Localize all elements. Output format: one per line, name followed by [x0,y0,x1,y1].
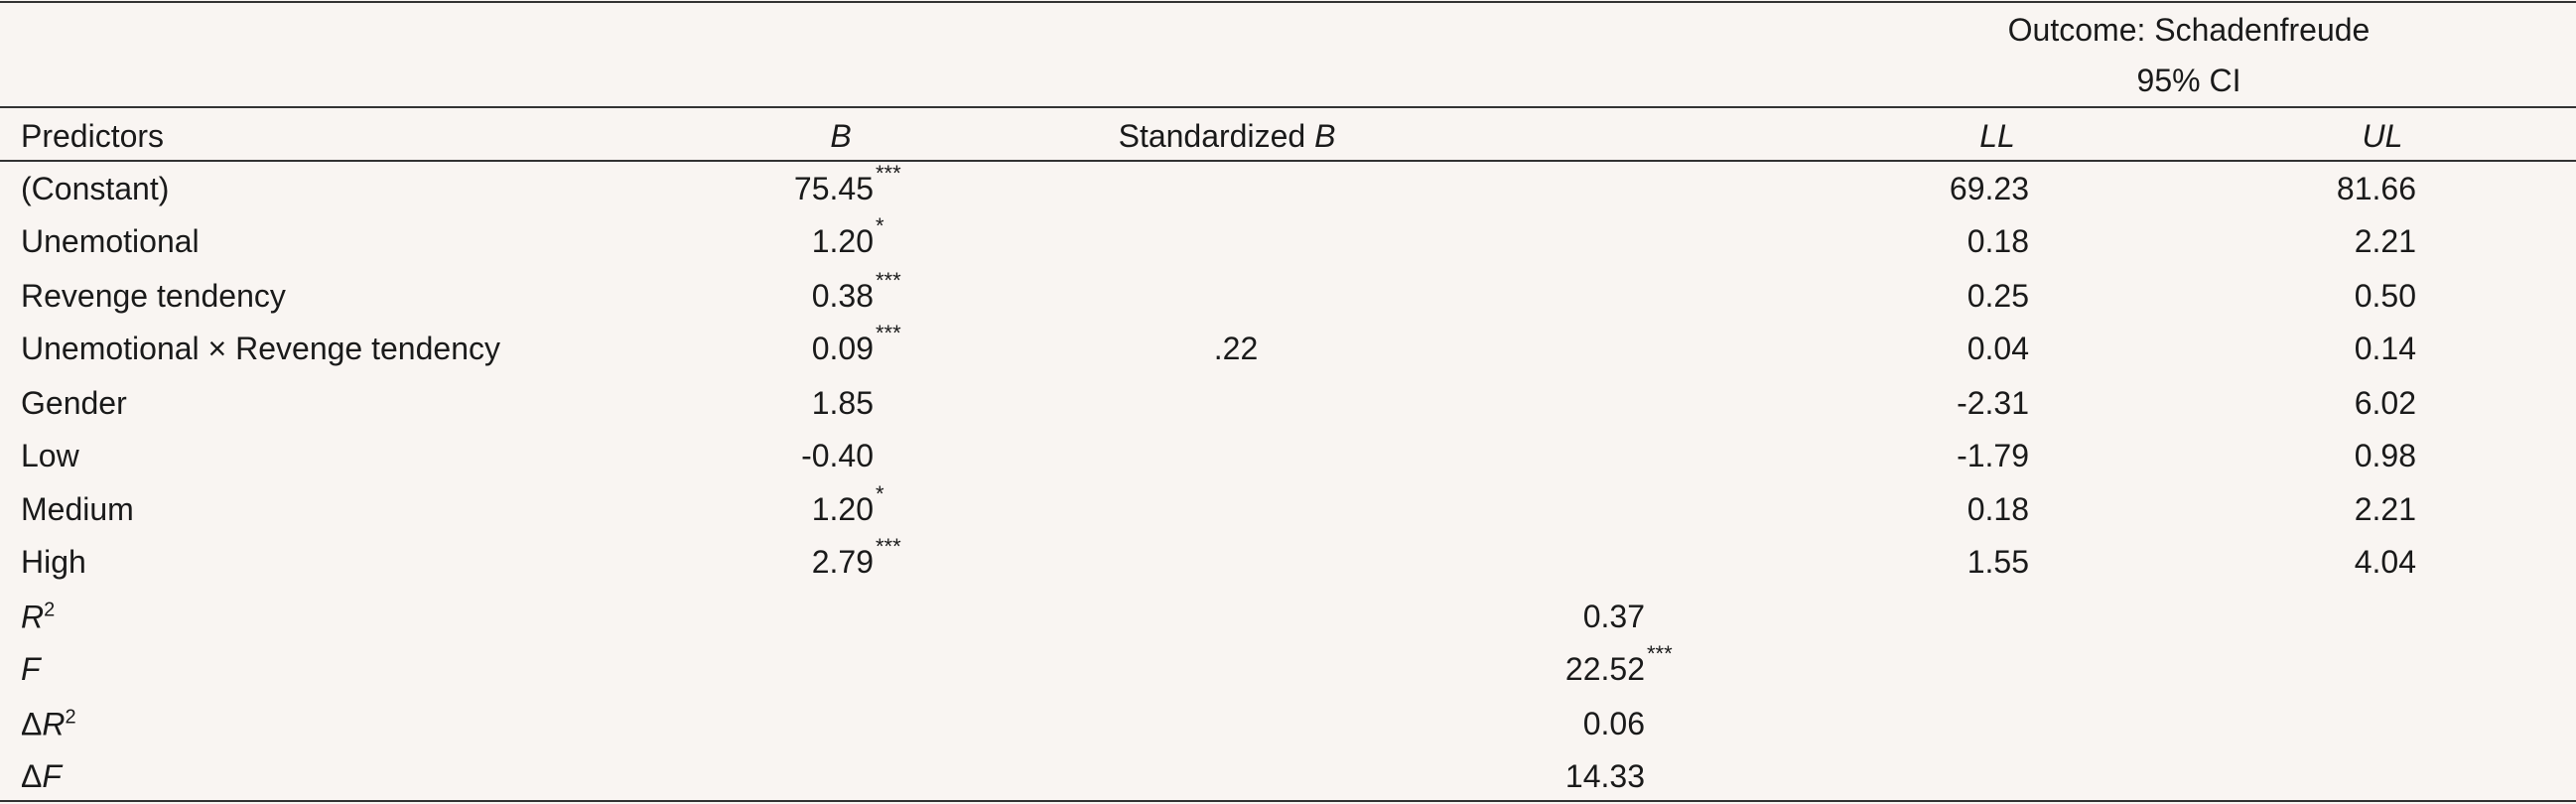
column-rule [0,160,2576,162]
predictor-label: Medium [21,491,134,527]
fit-label: R2 [21,601,55,633]
lower-limit: 0.18 [1966,223,2029,259]
fit-label: F [21,653,41,685]
header-symbol: B [1314,118,1336,154]
significance: * [876,481,884,506]
upper-limit: 6.02 [2354,385,2416,421]
predictor-label: Low [21,438,79,473]
top-rule [0,1,2576,3]
upper-limit: 2.21 [2354,491,2416,527]
ci-header: 95% CI [2136,63,2241,98]
fit-prefix: Δ [21,758,43,794]
upper-limit: 0.14 [2354,331,2416,366]
lower-limit: 0.04 [1966,331,2029,366]
fit-label: ΔF [21,760,62,792]
fit-symbol: F [42,758,62,794]
fit-symbol: R [42,706,66,742]
coefficient: 0.38 [811,278,874,314]
coefficient: 2.79 [811,544,874,580]
header-text: Standardized [1118,118,1306,154]
significance: *** [876,534,901,559]
fit-value: 22.52 [1564,651,1645,687]
upper-limit: 0.98 [2354,438,2416,473]
column-header: LL [1979,118,2015,154]
significance: *** [876,268,901,293]
fit-superscript: 2 [44,599,56,621]
significance: * [876,213,884,238]
fit-prefix: Δ [21,706,43,742]
column-header: Standardized B [1119,120,1336,152]
lower-limit: -2.31 [1957,385,2029,421]
coefficient: 1.20 [811,223,874,259]
lower-limit: -1.79 [1957,438,2029,473]
standardized-coefficient: .22 [1213,331,1259,366]
fit-value: 0.06 [1582,706,1645,741]
predictor-label: Unemotional × Revenge tendency [21,331,500,366]
coefficient: 1.85 [811,385,874,421]
lower-limit: 1.55 [1966,544,2029,580]
lower-limit: 0.18 [1966,491,2029,527]
fit-value: 14.33 [1564,758,1645,794]
column-header: UL [2362,118,2403,154]
fit-value: 0.37 [1582,599,1645,634]
predictor-label: Gender [21,385,127,421]
header-rule [0,106,2576,108]
predictor-label: Unemotional [21,223,200,259]
fit-symbol: R [21,599,45,635]
upper-limit: 2.21 [2354,223,2416,259]
fit-superscript: 2 [65,706,76,729]
upper-limit: 0.50 [2354,278,2416,314]
column-header: B [830,118,852,154]
upper-limit: 4.04 [2354,544,2416,580]
predictor-label: (Constant) [21,171,170,206]
coefficient: 0.09 [811,331,874,366]
coefficient: -0.40 [801,438,874,473]
upper-limit: 81.66 [2336,171,2416,206]
predictor-label: Revenge tendency [21,278,286,314]
bottom-rule [0,800,2576,802]
fit-label: ΔR2 [21,708,76,740]
significance: *** [1647,641,1673,666]
coefficient: 75.45 [793,171,874,206]
lower-limit: 0.25 [1966,278,2029,314]
lower-limit: 69.23 [1949,171,2029,206]
coefficient: 1.20 [811,491,874,527]
significance: *** [876,321,901,345]
fit-symbol: F [21,651,41,687]
predictor-label: High [21,544,86,580]
column-header: Predictors [21,118,165,154]
significance: *** [876,161,901,186]
outcome-header: Outcome: Schadenfreude [2007,12,2371,48]
